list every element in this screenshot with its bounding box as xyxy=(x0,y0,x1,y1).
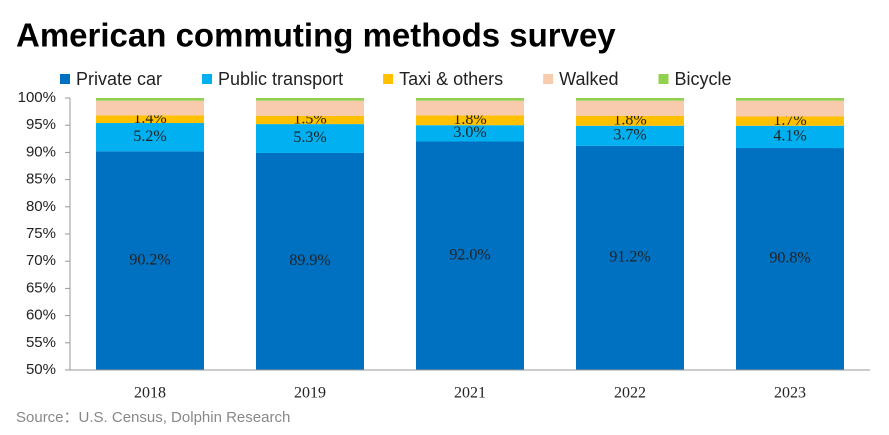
legend-label: Private car xyxy=(76,69,162,89)
data-label: 90.2% xyxy=(129,251,170,268)
bar-segment xyxy=(96,115,204,124)
y-tick-label: 100% xyxy=(18,89,56,106)
bar-segment xyxy=(256,115,364,125)
bar-segment xyxy=(256,100,364,116)
bar-segment xyxy=(576,100,684,116)
y-tick-label: 70% xyxy=(26,252,56,269)
bar-segment xyxy=(256,98,364,101)
data-label: 5.2% xyxy=(133,128,166,145)
data-label: 92.0% xyxy=(449,246,490,263)
bar-segment xyxy=(416,141,524,370)
y-tick-label: 55% xyxy=(26,334,56,351)
legend-label: Walked xyxy=(559,69,618,89)
bar-segment xyxy=(416,100,524,116)
bar-segment xyxy=(736,100,844,117)
legend-swatch xyxy=(202,74,213,84)
bar-segment xyxy=(576,125,684,146)
legend-swatch xyxy=(543,74,554,84)
data-label: 5.3% xyxy=(293,129,326,146)
y-tick-label: 80% xyxy=(26,198,56,215)
bar-segment xyxy=(256,152,364,370)
bar-segment xyxy=(576,115,684,126)
bar-segment xyxy=(96,151,204,370)
bar-segment xyxy=(736,125,844,149)
chart-title: American commuting methods survey xyxy=(16,17,616,54)
data-label: 3.0% xyxy=(453,124,486,141)
bar-segment xyxy=(736,148,844,370)
y-tick-label: 50% xyxy=(26,361,56,378)
legend-swatch xyxy=(383,74,394,84)
bar-segment xyxy=(736,116,844,126)
legend-swatch xyxy=(658,74,669,84)
x-tick-label: 2021 xyxy=(454,385,486,402)
x-tick-label: 2019 xyxy=(294,385,326,402)
bar-segment xyxy=(96,98,204,101)
bar-segment xyxy=(416,125,524,142)
bar-segment xyxy=(416,115,524,126)
y-tick-label: 90% xyxy=(26,143,56,160)
data-label: 3.7% xyxy=(613,126,646,143)
source: Source：U.S. Census, Dolphin Research xyxy=(16,409,290,426)
legend-label: Taxi & others xyxy=(399,69,503,89)
bar-segment xyxy=(416,98,524,101)
data-label: 89.9% xyxy=(289,252,330,269)
data-label: 90.8% xyxy=(769,250,810,267)
bar-segment xyxy=(576,145,684,370)
x-tick-label: 2023 xyxy=(774,385,806,402)
data-label: 4.1% xyxy=(773,128,806,145)
y-tick-label: 95% xyxy=(26,116,56,133)
bar-segment xyxy=(96,100,204,116)
legend-label: Bicycle xyxy=(675,69,732,89)
y-tick-label: 85% xyxy=(26,171,56,188)
bar-segment xyxy=(576,98,684,101)
y-tick-label: 65% xyxy=(26,279,56,296)
bar-segment xyxy=(96,123,204,152)
bar-segment xyxy=(736,98,844,101)
x-tick-label: 2022 xyxy=(614,385,646,402)
x-tick-label: 2018 xyxy=(134,385,166,402)
bar-segment xyxy=(256,124,364,153)
y-tick-label: 75% xyxy=(26,225,56,242)
legend-label: Public transport xyxy=(218,69,343,89)
legend-swatch xyxy=(60,74,70,84)
data-label: 91.2% xyxy=(609,249,650,266)
y-tick-label: 60% xyxy=(26,307,56,324)
